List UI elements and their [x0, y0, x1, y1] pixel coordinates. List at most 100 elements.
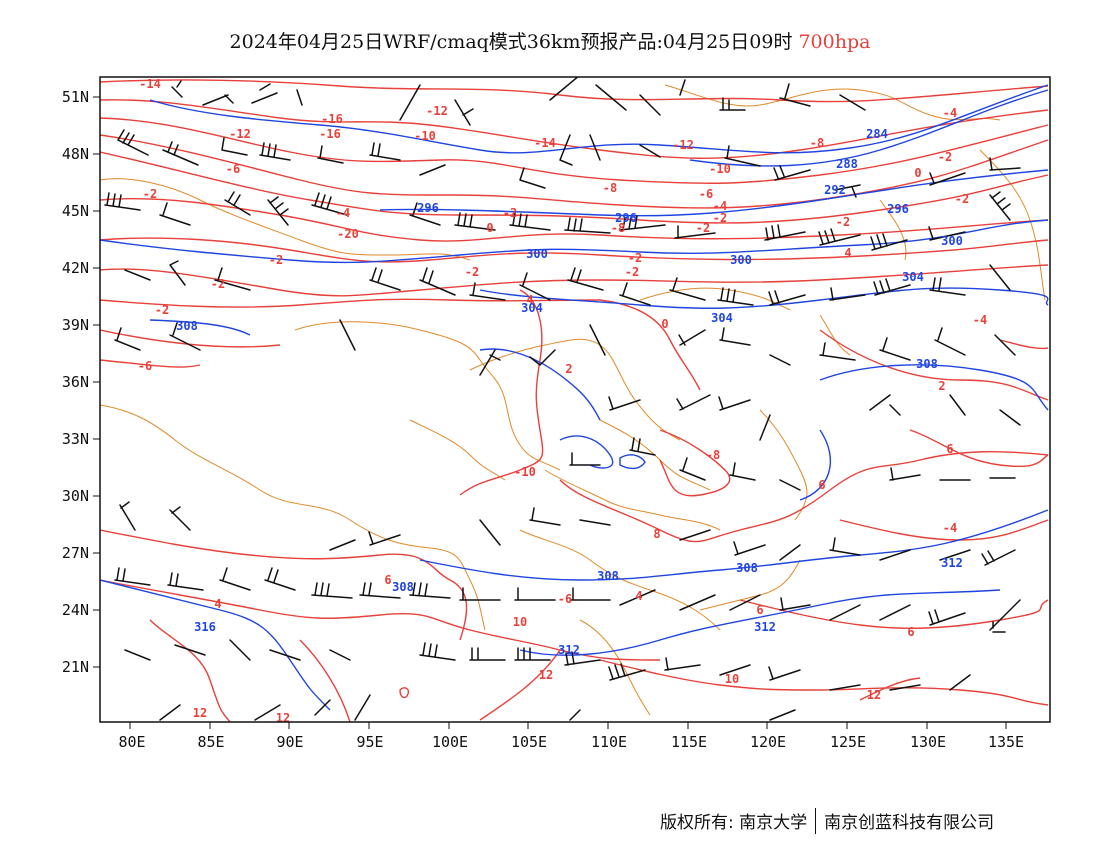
longitude-axis: 80E 85E 90E 95E 100E 105E 110E 115E 120E… [118, 722, 1024, 751]
temp-label: -16 [319, 127, 341, 141]
temp-label: -2 [211, 277, 225, 291]
temp-label: -2 [938, 150, 952, 164]
temp-label: -2 [836, 215, 850, 229]
temp-label: -2 [143, 187, 157, 201]
height-label: 292 [824, 183, 846, 197]
temp-label: -4 [713, 199, 727, 213]
lat-label: 30N [62, 487, 89, 505]
lon-label: 135E [988, 733, 1024, 751]
temp-label: -4 [943, 106, 957, 120]
temp-label: 4 [214, 597, 221, 611]
copyright-company: 南京创蓝科技有限公司 [824, 813, 995, 833]
lon-label: 85E [197, 733, 224, 751]
temp-label: -2 [713, 211, 727, 225]
height-contours [100, 84, 1049, 711]
temp-label: -16 [321, 112, 343, 126]
lon-label: 105E [511, 733, 547, 751]
temp-label: -2 [625, 265, 639, 279]
temp-label: -8 [810, 136, 824, 150]
wind-barbs [104, 77, 1021, 721]
latitude-axis: 51N 48N 45N 42N 39N 36N 33N 30N 27N 24N … [62, 88, 100, 676]
temp-label: -4 [943, 521, 957, 535]
temperature-labels: -14 -12 -12 -16 -16 -10 -14 -12 -8 -10 -… [138, 77, 987, 725]
height-label: 304 [521, 301, 543, 315]
temp-label: -14 [139, 77, 161, 91]
temp-label: -10 [514, 465, 536, 479]
temp-label: -10 [709, 162, 731, 176]
temp-label: -12 [672, 138, 694, 152]
temp-label: -2 [465, 265, 479, 279]
temp-label: 12 [867, 688, 881, 702]
height-label: 296 [887, 202, 909, 216]
temp-label: -6 [558, 592, 572, 606]
height-label: 312 [941, 556, 963, 570]
lon-label: 125E [830, 733, 866, 751]
height-label: 288 [836, 157, 858, 171]
temp-label: 6 [946, 442, 953, 456]
lon-label: 110E [591, 733, 627, 751]
temp-label: -6 [226, 162, 240, 176]
height-label: 308 [176, 319, 198, 333]
map-title: 2024年04月25日WRF/cmaq模式36km预报产品:04月25日09时 7… [0, 27, 1100, 54]
temp-label: 6 [818, 478, 825, 492]
temp-label: -4 [973, 313, 987, 327]
temp-label: -8 [611, 221, 625, 235]
temp-label: -2 [155, 303, 169, 317]
lat-label: 33N [62, 430, 89, 448]
temp-label: 0 [914, 166, 921, 180]
temp-label: -12 [229, 127, 251, 141]
height-label: 284 [866, 127, 888, 141]
temp-label: 12 [276, 711, 290, 725]
copyright-footer: 版权所有: 南京大学 南京创蓝科技有限公司 [660, 808, 994, 836]
height-label: 308 [392, 580, 414, 594]
temp-label: 6 [907, 625, 914, 639]
temp-label: 2 [938, 379, 945, 393]
title-level: 700hpa [798, 31, 871, 53]
temp-label: -6 [699, 187, 713, 201]
temp-label: -2 [269, 253, 283, 267]
temp-label: -14 [534, 136, 556, 150]
lon-label: 100E [432, 733, 468, 751]
temp-label: -2 [955, 192, 969, 206]
temp-label: 4 [844, 246, 851, 260]
temperature-contours [100, 79, 1049, 722]
height-label: 304 [711, 311, 733, 325]
height-label: 308 [916, 357, 938, 371]
height-label: 300 [941, 234, 963, 248]
temp-label: -6 [138, 359, 152, 373]
temp-label: -12 [426, 104, 448, 118]
temp-label: 4 [526, 293, 533, 307]
height-label: 308 [597, 569, 619, 583]
lon-label: 95E [356, 733, 383, 751]
height-label: 300 [526, 247, 548, 261]
lon-label: 80E [118, 733, 145, 751]
temp-label: 0 [486, 221, 493, 235]
height-label: 304 [902, 270, 924, 284]
lat-label: 21N [62, 658, 89, 676]
temp-label: -8 [603, 181, 617, 195]
height-label: 296 [417, 201, 439, 215]
temp-label: 4 [635, 589, 642, 603]
temp-label: -20 [337, 227, 359, 241]
boundary-lines [100, 84, 1046, 716]
height-label: 308 [736, 561, 758, 575]
temp-label: 10 [725, 672, 739, 686]
height-label: 316 [194, 620, 216, 634]
height-label: 312 [754, 620, 776, 634]
lat-label: 48N [62, 145, 89, 163]
temp-label: 6 [756, 603, 763, 617]
height-label: 300 [730, 253, 752, 267]
temp-label: -2 [503, 206, 517, 220]
lon-label: 130E [910, 733, 946, 751]
temp-label: 10 [513, 615, 527, 629]
lat-label: 36N [62, 373, 89, 391]
map-frame [99, 76, 1051, 723]
title-main: 2024年04月25日WRF/cmaq模式36km预报产品:04月25日09时 [229, 31, 793, 53]
temp-label: 6 [384, 573, 391, 587]
lat-label: 42N [62, 259, 89, 277]
temp-label: -2 [696, 221, 710, 235]
temp-label: -2 [628, 251, 642, 265]
copyright-owner: 版权所有: 南京大学 [660, 813, 808, 833]
temp-label: -10 [414, 129, 436, 143]
